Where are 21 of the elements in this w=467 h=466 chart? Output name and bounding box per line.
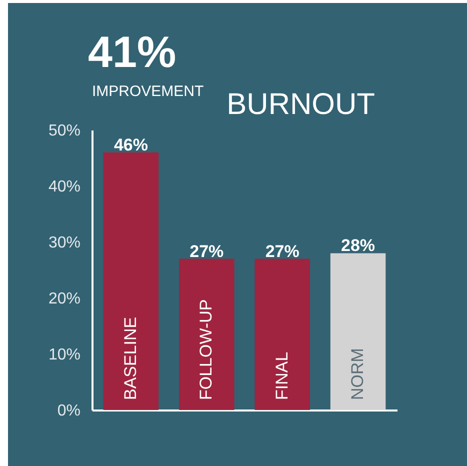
bar	[254, 258, 310, 410]
bar	[179, 258, 234, 410]
bar	[330, 253, 386, 410]
text: 41%	[88, 28, 176, 77]
y-tick-label: 0%	[57, 402, 80, 420]
x-tick-label: FOLLOW-UP	[196, 299, 216, 400]
text: IMPROVEMENT	[92, 83, 204, 100]
y-tick-label: 50%	[48, 122, 80, 140]
bar	[103, 152, 159, 410]
data-label: 27%	[265, 242, 300, 261]
x-tick-label: NORM	[348, 348, 368, 400]
y-tick-label: 20%	[48, 290, 80, 308]
x-tick-label: BASELINE	[120, 316, 140, 400]
y-tick-label: 40%	[48, 178, 80, 196]
data-label: 27%	[190, 242, 224, 261]
y-tick-label: 30%	[48, 234, 80, 252]
y-tick-label: 10%	[48, 346, 80, 364]
data-label: 46%	[114, 135, 148, 154]
data-label: 28%	[341, 236, 376, 256]
chart-title: BURNOUT	[226, 88, 375, 121]
x-tick-label: FINAL	[272, 352, 292, 400]
